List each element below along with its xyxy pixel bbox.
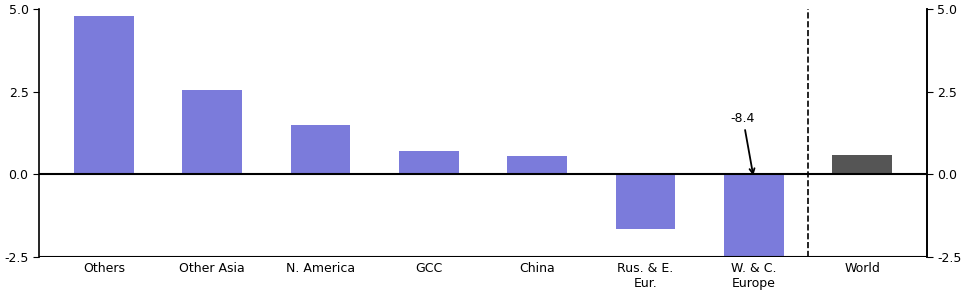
Bar (615, 174, 675, 229)
Bar (399, 151, 459, 174)
Bar (291, 125, 351, 174)
Bar (724, 174, 783, 257)
Bar (183, 90, 242, 174)
Bar (833, 155, 892, 174)
Text: -8.4: -8.4 (730, 111, 755, 174)
Bar (507, 156, 567, 174)
Bar (74, 16, 133, 174)
